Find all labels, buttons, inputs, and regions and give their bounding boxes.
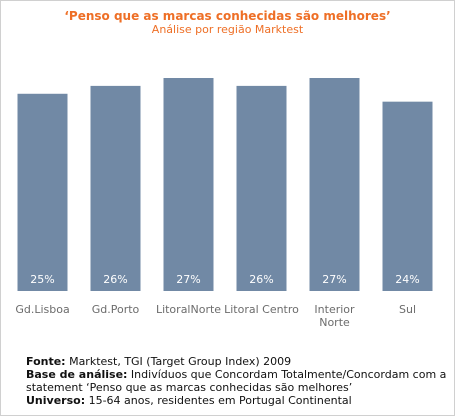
category-label: Interior Norte — [314, 303, 355, 329]
chart-subtitle: Análise por região Marktest — [151, 23, 304, 36]
universe-line: Universo: 15-64 anos, residentes em Port… — [26, 394, 446, 407]
source-label: Fonte: — [26, 355, 66, 368]
base-line-2: statement ‘Penso que as marcas conhecida… — [26, 381, 353, 394]
bar-sul — [382, 101, 433, 292]
source-text: Marktest, TGI (Target Group Index) 2009 — [65, 355, 292, 368]
base-line: Base de análise: Indivíduos que Concorda… — [26, 368, 446, 381]
bar-gd-lisboa — [17, 93, 68, 292]
category-label: Litoral Centro — [224, 303, 299, 316]
bar-gd-porto — [90, 85, 141, 291]
category-label: LitoralNorte — [156, 303, 221, 316]
base-text: Indivíduos que Concordam Totalmente/Conc… — [127, 368, 447, 381]
bar-litoral-centro — [236, 85, 287, 291]
universe-text: 15-64 anos, residentes em Portugal Conti… — [85, 394, 352, 407]
bar-litoralnorte — [163, 78, 214, 291]
category-label: Gd.Porto — [92, 303, 140, 316]
value-label: 27% — [176, 273, 200, 286]
source-line: Fonte: Marktest, TGI (Target Group Index… — [26, 355, 446, 368]
value-label: 24% — [395, 273, 419, 286]
value-label: 26% — [249, 273, 273, 286]
universe-label: Universo: — [26, 394, 86, 407]
chart-title: ‘Penso que as marcas conhecidas são melh… — [64, 9, 391, 23]
value-label: 26% — [103, 273, 127, 286]
bar-chart: 25% Gd.Lisboa 26% Gd.Porto 27% LitoralNorte 26… — [15, 78, 433, 329]
bar-interior-norte — [309, 78, 360, 291]
category-label: Gd.Lisboa — [15, 303, 69, 316]
base-label: Base de análise: — [26, 368, 128, 381]
source-notes: Fonte: Marktest, TGI (Target Group Index… — [26, 355, 446, 407]
value-label: 25% — [30, 273, 54, 286]
category-label: Sul — [399, 303, 416, 316]
value-label: 27% — [322, 273, 346, 286]
